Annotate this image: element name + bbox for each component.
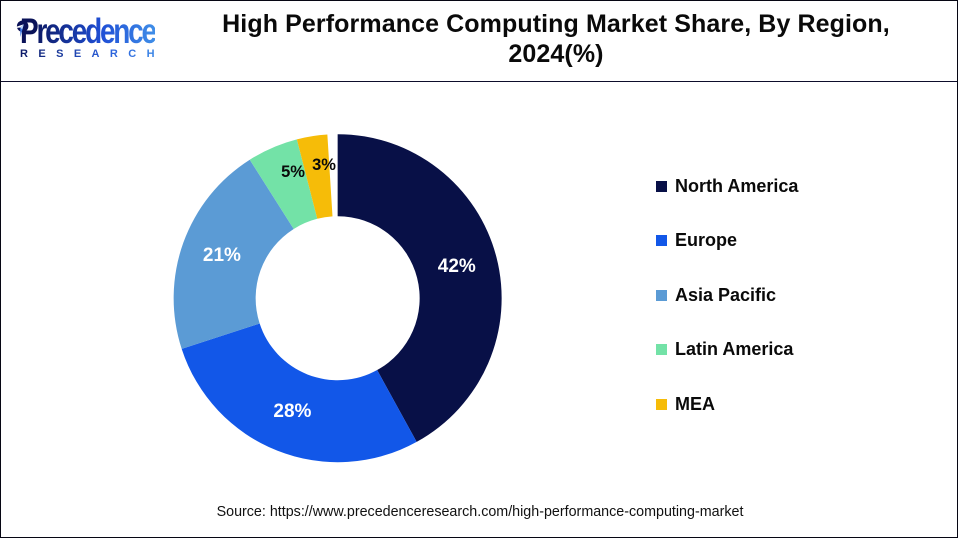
svg-text:42%: 42% (438, 256, 476, 277)
svg-text:28%: 28% (273, 401, 311, 422)
svg-text:5%: 5% (281, 163, 305, 181)
svg-text:21%: 21% (203, 245, 241, 266)
svg-text:3%: 3% (312, 156, 336, 174)
